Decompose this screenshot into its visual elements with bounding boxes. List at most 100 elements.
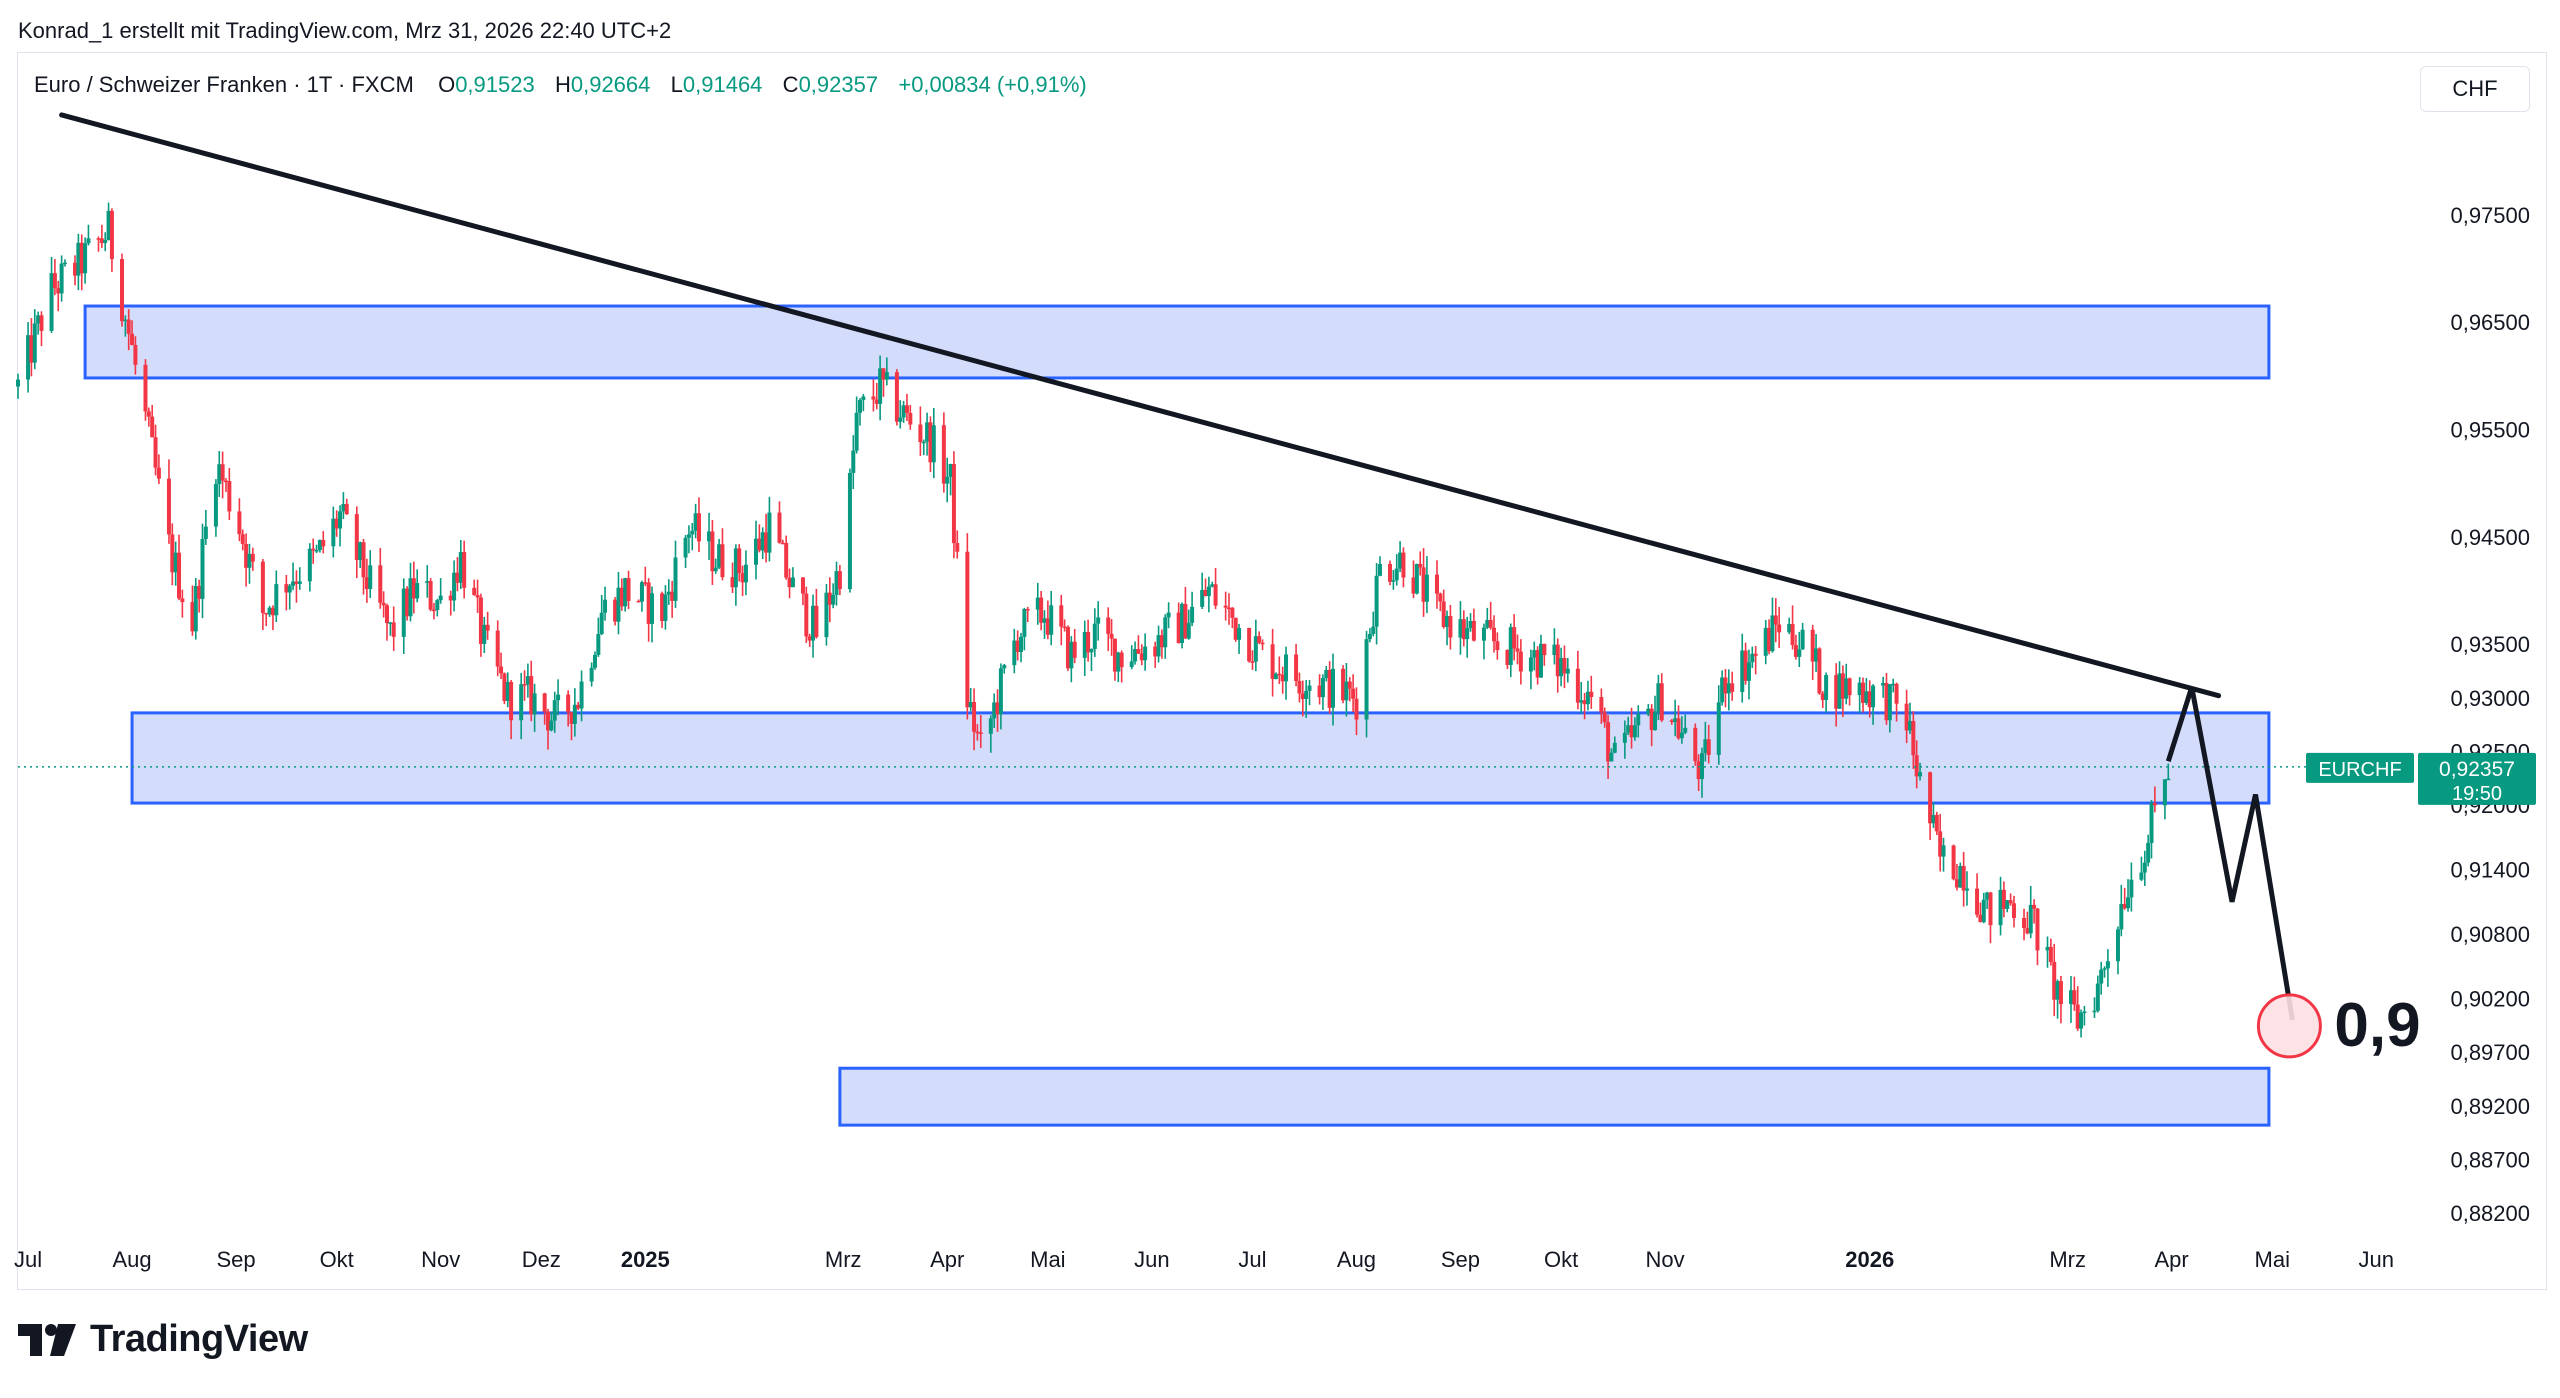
candle-body	[1250, 661, 1255, 663]
candle-body	[2102, 968, 2107, 970]
candle-body	[1508, 627, 1513, 665]
candle-body	[1206, 586, 1211, 597]
candle-body	[106, 210, 111, 241]
candle-body	[824, 592, 829, 638]
candle-body	[552, 700, 557, 721]
candle-body	[2092, 1010, 2097, 1013]
trendline	[59, 112, 2222, 699]
candle-body	[1166, 612, 1171, 618]
candle-body	[1857, 682, 1862, 696]
candle-body	[968, 701, 973, 708]
candle-body	[1237, 627, 1242, 640]
candle-body	[1461, 619, 1466, 640]
candle-body	[321, 540, 326, 547]
candle-body	[1653, 712, 1658, 731]
candle-body	[83, 243, 88, 274]
candle-body	[1210, 584, 1215, 587]
candle-body	[1679, 732, 1684, 739]
candle-body	[1082, 632, 1087, 658]
candle-body	[1364, 639, 1369, 720]
candle-body	[36, 315, 41, 324]
x-tick-label: 2026	[1845, 1247, 1894, 1272]
candle-body	[1438, 593, 1443, 602]
candle-body	[358, 542, 363, 560]
candle-body	[1726, 683, 1731, 694]
candle-body	[1954, 879, 1959, 888]
candle-body	[2162, 779, 2167, 806]
candle-body	[1720, 677, 1725, 703]
candle-body	[133, 344, 138, 365]
candle-body	[643, 582, 648, 584]
candle-body	[1636, 714, 1641, 726]
candle-body	[1042, 618, 1047, 623]
currency-button[interactable]: CHF	[2420, 66, 2530, 112]
candle-body	[857, 400, 862, 413]
candle-body	[1706, 739, 1711, 755]
candle-body	[1515, 648, 1520, 652]
open-label: O	[438, 72, 456, 97]
high-value: 0,92664	[570, 72, 651, 97]
x-tick-label: Jul	[14, 1247, 42, 1272]
candle-body	[287, 585, 292, 593]
candle-body	[495, 630, 500, 667]
candle-body	[1448, 615, 1453, 638]
candle-body	[1089, 648, 1094, 653]
candle-body	[854, 412, 859, 451]
candle-body	[1190, 606, 1195, 623]
candle-body	[213, 483, 218, 527]
candle-body	[475, 594, 480, 598]
candle-body	[901, 405, 906, 418]
candle-body	[364, 577, 369, 590]
candle-body	[827, 592, 832, 605]
candle-body	[1317, 685, 1322, 698]
candle-body	[1109, 633, 1114, 639]
candle-body	[616, 587, 621, 622]
candle-body	[522, 684, 527, 686]
candle-body	[1914, 755, 1919, 777]
candle-body	[589, 667, 594, 682]
candle-body	[1579, 700, 1584, 703]
candle-body	[2058, 981, 2063, 1005]
brand-name: TradingView	[90, 1318, 308, 1360]
candle-body	[391, 622, 396, 637]
candle-body	[425, 581, 430, 583]
candle-body	[1086, 632, 1091, 653]
candle-body	[452, 572, 457, 601]
tradingview-brand[interactable]: TradingView	[18, 1318, 308, 1361]
candle-body	[385, 605, 390, 624]
projection-path	[2165, 686, 2295, 1021]
candle-body	[1307, 685, 1312, 691]
candle-body	[972, 701, 977, 732]
price-chart[interactable]: 0,97500 0,96500 0,95500 0,94500 0,93500 0,930…	[0, 0, 2560, 1300]
y-tick-label: 0,91400	[2450, 858, 2530, 883]
candle-body	[693, 513, 698, 531]
candle-body	[109, 210, 114, 260]
candle-body	[814, 605, 819, 638]
candle-body	[1887, 684, 1892, 721]
candle-body	[1465, 628, 1470, 640]
candle-body	[1904, 703, 1909, 731]
candle-body	[1891, 683, 1896, 686]
candle-body	[546, 711, 551, 731]
candle-body	[448, 595, 453, 601]
candle-body	[660, 593, 665, 621]
candle-body	[1542, 643, 1547, 656]
symbol-title[interactable]: Euro / Schweizer Franken · 1T · FXCM	[34, 72, 414, 97]
candle-body	[1116, 652, 1121, 672]
candle-body	[2139, 872, 2144, 880]
candle-body	[1911, 721, 1916, 756]
candle-body	[636, 600, 641, 603]
candle-body	[2068, 990, 2073, 1005]
candle-body	[851, 450, 856, 473]
candle-body	[1230, 607, 1235, 618]
candle-body	[294, 581, 299, 584]
candle-body	[1401, 552, 1406, 578]
candle-body	[1045, 618, 1050, 635]
candle-body	[1884, 682, 1889, 721]
candle-body	[1270, 644, 1275, 679]
candle-body	[1139, 653, 1144, 661]
candle-body	[1227, 607, 1231, 610]
candle-body	[1800, 629, 1805, 650]
candle-body	[223, 480, 228, 483]
